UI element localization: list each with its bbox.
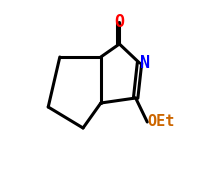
Text: OEt: OEt [147,115,175,129]
Text: N: N [139,54,150,72]
Text: O: O [114,13,124,31]
